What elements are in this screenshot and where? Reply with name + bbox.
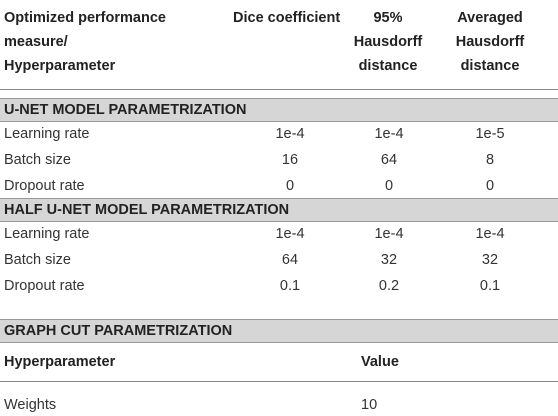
- column-header: measure/: [4, 34, 68, 50]
- column-header: distance: [460, 58, 520, 74]
- cell: 32: [380, 252, 398, 268]
- column-header: 95%: [373, 10, 403, 26]
- row-label: Batch size: [4, 252, 71, 268]
- cell: 64: [380, 152, 398, 168]
- cell: 0: [384, 178, 394, 194]
- section-title: GRAPH CUT PARAMETRIZATION: [4, 323, 233, 339]
- column-header: Hyperparameter: [4, 354, 116, 370]
- section-title: HALF U-NET MODEL PARAMETRIZATION: [4, 202, 290, 218]
- row-label: Weights: [4, 397, 57, 413]
- cell: 8: [485, 152, 495, 168]
- cell: 0: [485, 178, 495, 194]
- column-header: Hausdorff: [455, 34, 525, 50]
- section-band: [0, 198, 558, 222]
- column-header: Hausdorff: [353, 34, 423, 50]
- cell: 1e-5: [475, 126, 505, 142]
- column-header: Optimized performance: [4, 10, 166, 26]
- row-label: Learning rate: [4, 126, 90, 142]
- column-header: Value: [361, 354, 399, 370]
- cell: 1e-4: [275, 126, 305, 142]
- cell: 16: [281, 152, 299, 168]
- section-title: U-NET MODEL PARAMETRIZATION: [4, 102, 247, 118]
- cell: 64: [281, 252, 299, 268]
- row-label: Dropout rate: [4, 178, 85, 194]
- section-band: [0, 319, 558, 343]
- cell: 1e-4: [374, 226, 404, 242]
- column-header: distance: [358, 58, 418, 74]
- graph-cut-header-rule: [0, 381, 558, 382]
- cell: 1e-4: [475, 226, 505, 242]
- cell: 1e-4: [275, 226, 305, 242]
- cell: 1e-4: [374, 126, 404, 142]
- row-label: Dropout rate: [4, 278, 85, 294]
- row-label: Batch size: [4, 152, 71, 168]
- column-header: Averaged: [457, 10, 523, 26]
- cell: 10: [361, 397, 378, 413]
- cell: 0.2: [378, 278, 400, 294]
- cell: 0.1: [279, 278, 301, 294]
- column-header: Hyperparameter: [4, 58, 116, 74]
- header-rule: [0, 89, 558, 90]
- section-band: [0, 98, 558, 122]
- row-label: Learning rate: [4, 226, 90, 242]
- column-header: Dice coefficient: [233, 10, 341, 26]
- cell: 0.1: [479, 278, 501, 294]
- cell: 0: [285, 178, 295, 194]
- cell: 32: [481, 252, 499, 268]
